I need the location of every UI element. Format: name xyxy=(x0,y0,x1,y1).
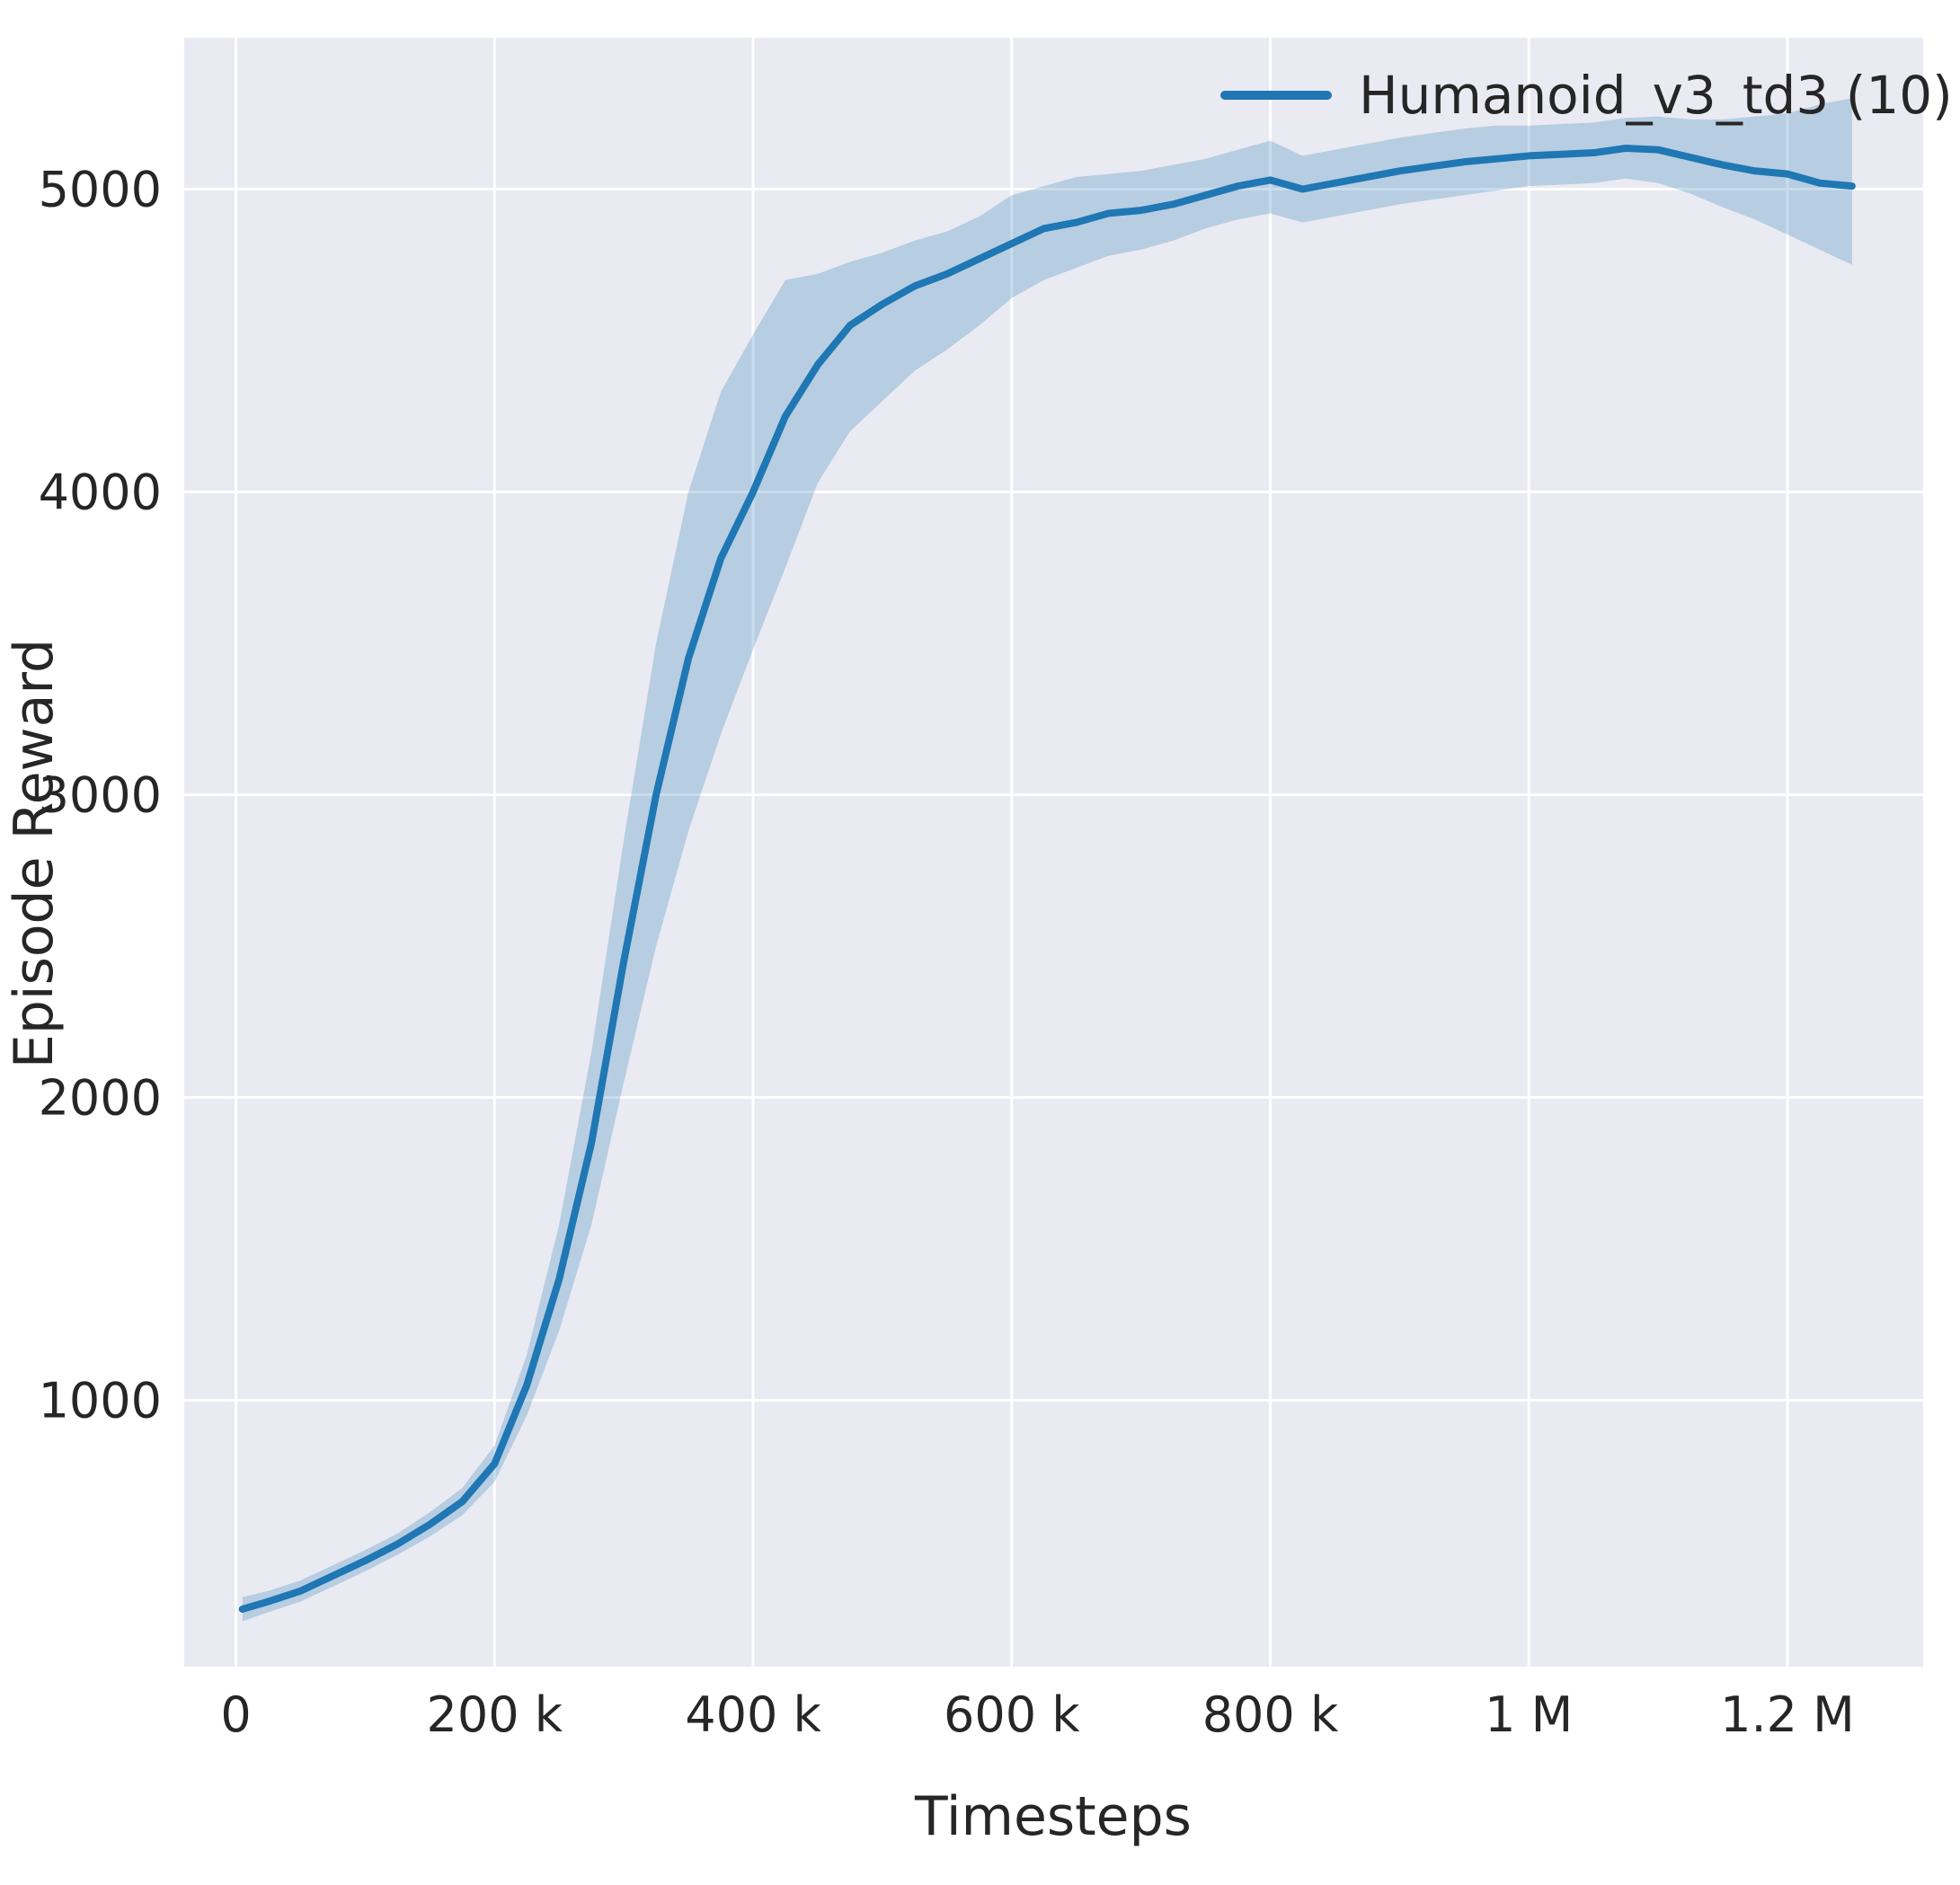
y-tick-label: 4000 xyxy=(39,464,162,520)
y-tick-label: 5000 xyxy=(39,161,162,217)
x-tick-label: 200 k xyxy=(427,1686,563,1743)
x-axis-label: Timesteps xyxy=(914,1785,1192,1848)
y-tick-label: 3000 xyxy=(39,766,162,823)
tick-labels-layer: 0 200 k 400 k 600 k 800 k 1 M 1.2 M 1000 2000 300… xyxy=(39,161,1855,1743)
legend-line-icon xyxy=(1220,91,1332,100)
x-tick-label: 600 k xyxy=(944,1686,1080,1743)
legend-label: Humanoid_v3_td3 (10) xyxy=(1359,65,1953,126)
x-tick-label: 1 M xyxy=(1485,1686,1573,1743)
x-tick-label: 1.2 M xyxy=(1720,1686,1855,1743)
grid-layer xyxy=(184,38,1923,1667)
series-layer xyxy=(238,98,1856,1622)
x-tick-label: 800 k xyxy=(1202,1686,1339,1743)
y-tick-label: 2000 xyxy=(39,1069,162,1126)
y-tick-label: 1000 xyxy=(39,1372,162,1429)
y-axis-label: Episode Reward xyxy=(3,639,66,1068)
legend: Humanoid_v3_td3 (10) xyxy=(1220,65,1953,126)
series-line xyxy=(238,145,1856,1613)
plot-background xyxy=(184,38,1923,1667)
x-tick-label: 0 xyxy=(220,1686,251,1743)
x-tick-label: 400 k xyxy=(685,1686,821,1743)
